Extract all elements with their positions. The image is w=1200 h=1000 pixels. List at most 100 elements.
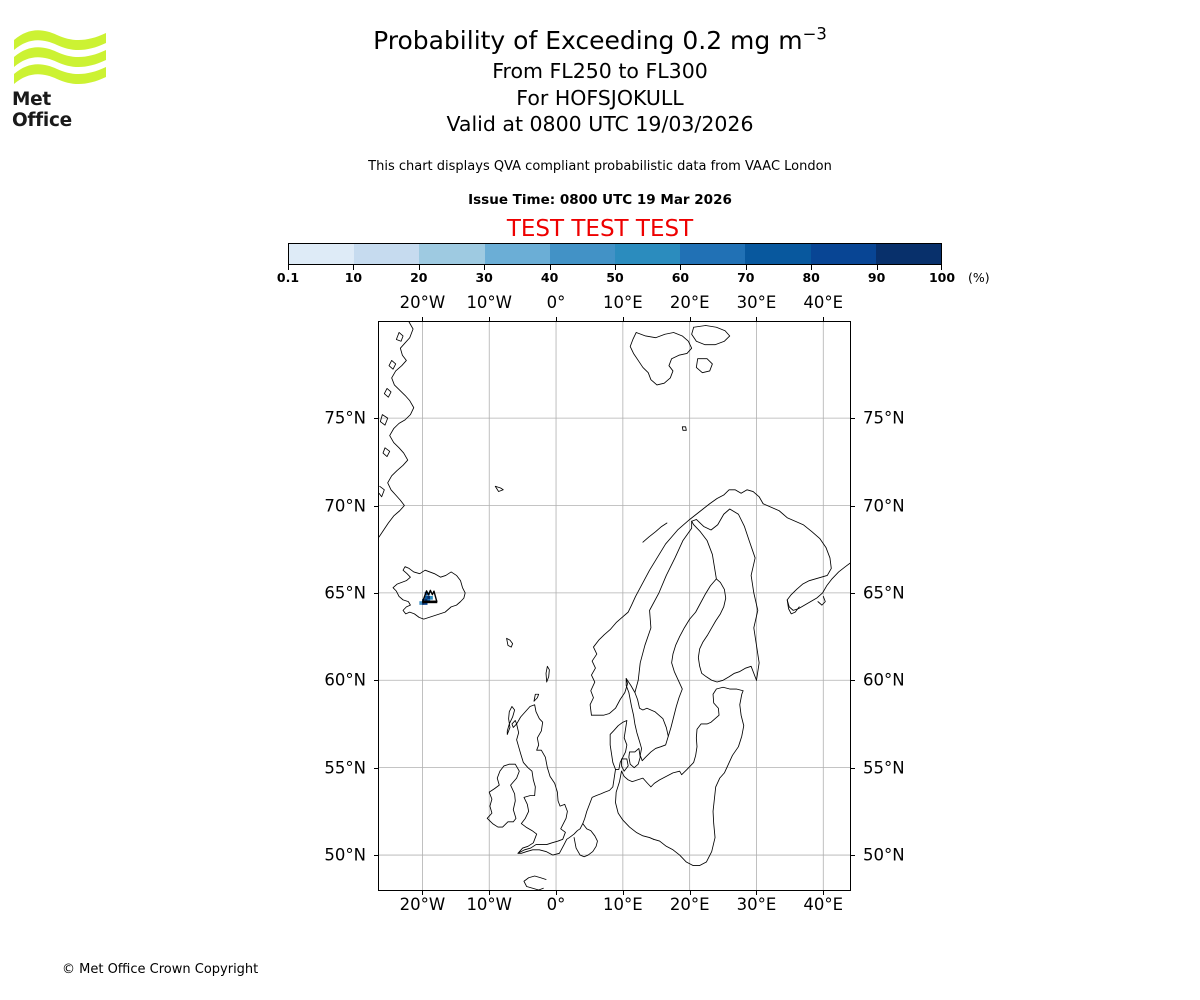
axis-tick [556,317,558,321]
colorbar-band-3 [484,244,550,264]
coastline-path-29 [517,768,616,856]
ash-cell-8 [419,601,423,605]
colorbar-band-8 [810,244,876,264]
axis-tick [489,317,491,321]
coastline-path-19 [817,595,826,606]
coastline-path-15 [642,522,668,543]
ash-cell-3 [427,595,431,600]
colorbar-label-30: 30 [475,270,493,285]
lon-label-bottom-1: 10°W [466,895,512,914]
title-exponent: −3 [802,24,827,44]
axis-tick [851,855,855,857]
axis-tick [374,592,378,594]
coastline-path-4 [379,414,389,426]
colorbar-band-5 [615,244,681,264]
colorbar-label-60: 60 [671,270,690,285]
coastline-path-33 [511,720,518,728]
axis-tick [756,891,758,895]
coastline-path-12 [392,566,466,620]
colorbar-label-80: 80 [802,270,820,285]
lon-label-top-0: 20°W [399,293,446,312]
lat-label-left-0: 50°N [324,845,366,865]
lon-label-bottom-3: 10°E [603,895,643,914]
colorbar-tick-70 [745,265,747,270]
lat-label-left-2: 60°N [324,670,366,690]
coastline-path-25 [609,720,628,770]
test-banner: TEST TEST TEST [506,216,694,242]
coastline-path-10 [681,426,687,431]
coastline-path-37 [615,770,655,840]
axis-tick [756,317,758,321]
coastline-path-17 [762,503,850,611]
lat-label-right-1: 55°N [863,758,905,778]
probability-colorbar [288,243,942,265]
coastlines [379,322,850,890]
colorbar-band-7 [745,244,811,264]
lat-label-left-3: 65°N [324,583,366,603]
axis-tick [489,891,491,895]
colorbar-label-90: 90 [867,270,886,285]
lon-label-bottom-0: 20°W [399,895,446,914]
flight-level-line: From FL250 to FL300 [492,59,708,83]
met-office-branding: Met Office [12,26,112,131]
axis-tick [374,767,378,769]
coastline-path-9 [695,358,713,374]
colorbar-label-40: 40 [540,270,559,285]
axis-tick [851,418,855,420]
met-office-wave-logo-icon [14,30,106,85]
lat-label-right-4: 70°N [863,496,905,515]
colorbar-label-20: 20 [410,270,428,285]
colorbar-label-10: 10 [344,270,363,285]
coastline-path-39 [653,690,745,866]
axis-tick [851,767,855,769]
colorbar-band-9 [875,244,942,264]
colorbar-tick-80 [811,265,813,270]
colorbar-band-2 [419,244,485,264]
map-panel[interactable] [378,321,851,891]
coastline-path-18 [786,599,800,615]
coastline-path-32 [506,706,516,735]
page-title: Probability of Exceeding 0.2 mg m−3 [0,24,1200,58]
issue-time: Issue Time: 0800 UTC 19 Mar 2026 [468,192,732,208]
coastline-path-34 [533,693,540,702]
coastline-path-0 [379,322,415,538]
lon-label-top-4: 20°E [669,293,710,312]
colorbar-tick-60 [680,265,682,270]
axis-tick [689,317,691,321]
lat-label-right-2: 60°N [863,670,905,690]
axis-tick [851,680,855,682]
lat-label-left-5: 75°N [324,408,366,428]
colorbar-tick-30 [484,265,486,270]
colorbar-tick-0.1 [288,265,289,270]
lon-label-top-6: 40°E [803,293,844,312]
lon-label-bottom-2: 0° [546,895,566,914]
graticule-lines [379,322,850,890]
coastline-path-28 [621,686,744,788]
coastline-path-13 [506,637,514,648]
axis-tick [422,317,424,321]
axis-tick [689,891,691,895]
volcano-name-line: For HOFSJOKULL [516,85,684,110]
coastline-path-26 [628,748,641,769]
colorbar-band-4 [549,244,616,264]
coastline-path-8 [691,325,731,346]
axis-tick [422,891,424,895]
qva-note: This chart displays QVA compliant probab… [368,159,832,174]
colorbar-tick-labels: 0.1 10 20 30 40 50 60 70 80 90 100 [277,265,955,285]
map-canvas [379,322,850,890]
coastline-path-7 [629,332,693,386]
colorbar-tick-10 [353,265,355,270]
colorbar-band-0 [289,244,355,264]
axis-tick [374,505,378,507]
coastline-path-11 [494,485,504,492]
colorbar-band-6 [680,244,746,264]
coastline-path-14 [589,489,764,716]
coastline-path-1 [395,332,404,342]
coastline-path-27 [621,758,629,772]
colorbar-label-100: 100 [928,270,956,285]
coastline-path-22 [691,508,760,681]
lat-label-right-5: 75°N [863,408,905,428]
lat-label-left-1: 55°N [324,758,366,778]
axis-tick [622,317,624,321]
coastline-path-6 [379,485,385,498]
